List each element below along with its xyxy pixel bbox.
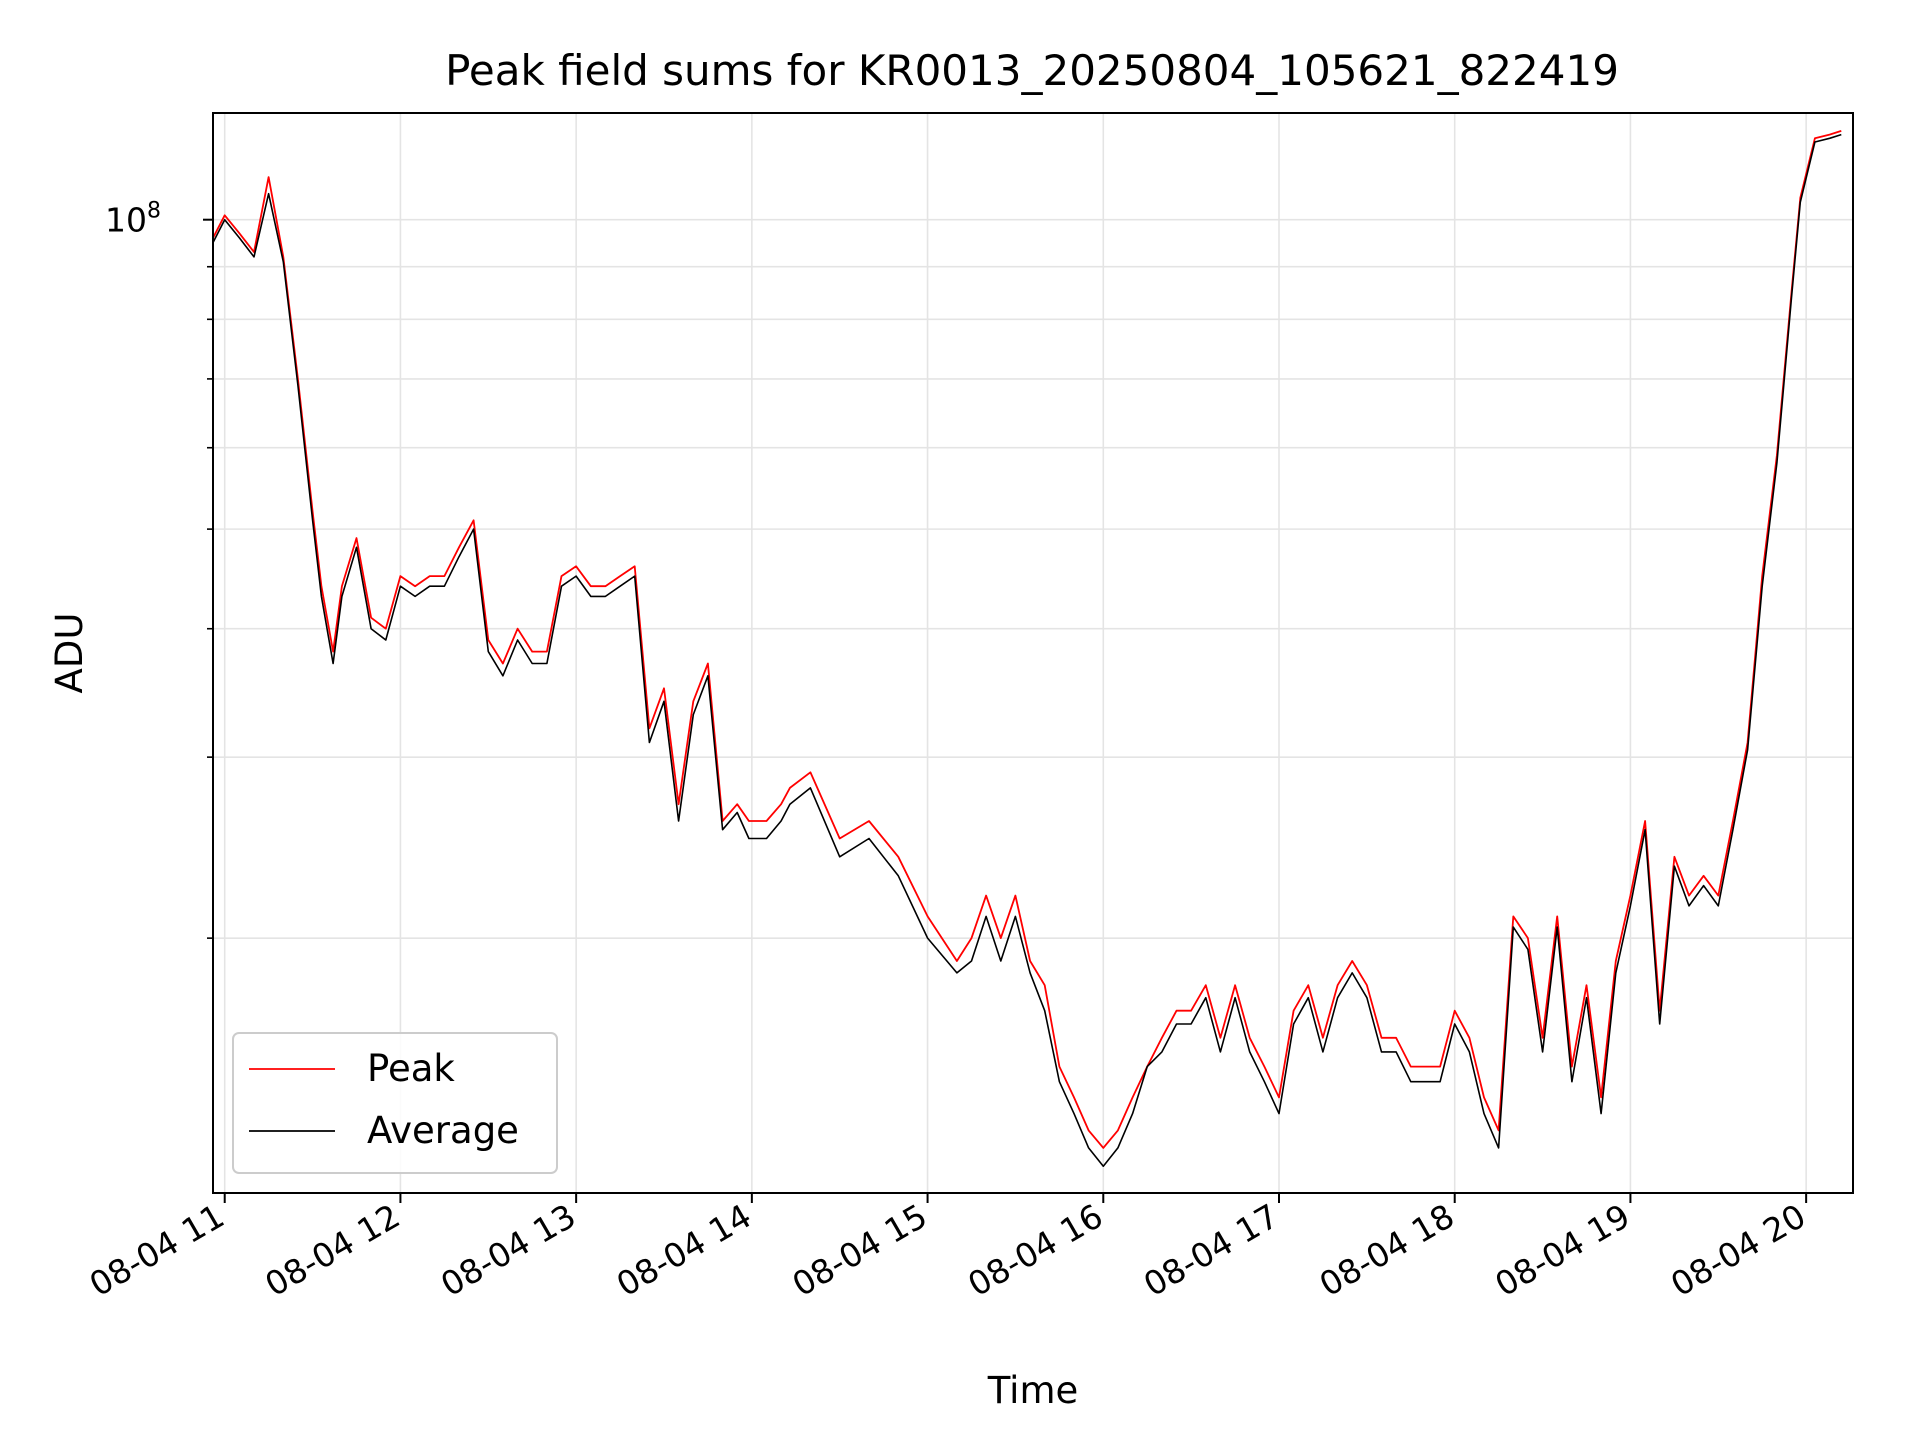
series-line-average (212, 133, 1842, 1167)
x-tick-label-1: 08-04 12 (258, 1196, 406, 1304)
x-tick-label-5: 08-04 16 (961, 1196, 1109, 1304)
x-tick-label-8: 08-04 19 (1488, 1196, 1636, 1304)
series-line-peak (212, 130, 1842, 1149)
x-axis: 08-04 11 08-04 12 08-04 13 08-04 14 08-04 15… (83, 1193, 1812, 1304)
x-tick-label-0: 08-04 11 (83, 1196, 231, 1304)
x-tick-label-9: 08-04 20 (1664, 1196, 1812, 1304)
x-tick-label-6: 08-04 17 (1137, 1196, 1285, 1304)
x-tick-label-3: 08-04 14 (610, 1196, 758, 1304)
x-axis-label: Time (987, 1369, 1079, 1412)
legend-label-average: Average (367, 1109, 519, 1152)
x-tick-label-4: 08-04 15 (786, 1196, 934, 1304)
x-tick-label-7: 08-04 18 (1313, 1196, 1461, 1304)
x-tick-label-2: 08-04 13 (434, 1196, 582, 1304)
chart-title: Peak field sums for KR0013_20250804_1056… (445, 46, 1619, 95)
y-axis: 108 (105, 199, 213, 939)
y-tick-label-0: 108 (105, 199, 161, 240)
grid (213, 113, 1853, 1193)
plot-frame (212, 112, 1854, 1194)
legend: Peak Average (232, 1032, 558, 1174)
series-layer (212, 130, 1842, 1167)
legend-box (232, 1032, 558, 1174)
y-axis-label: ADU (48, 613, 91, 694)
legend-label-peak: Peak (367, 1047, 455, 1090)
